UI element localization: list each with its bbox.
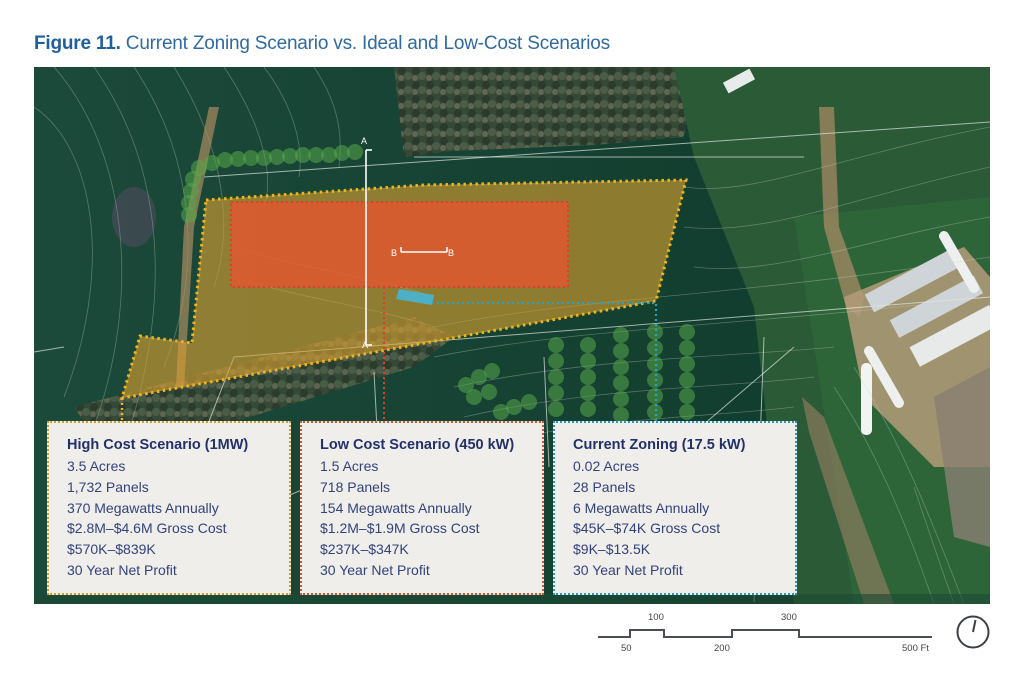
current-zoning-area (396, 289, 434, 305)
barns (722, 68, 990, 435)
section-b-right-label: B (448, 248, 455, 258)
scenario-title: High Cost Scenario (1MW) (67, 437, 249, 453)
scale-bar-line (598, 629, 932, 638)
scenario-title: Current Zoning (17.5 kW) (573, 437, 746, 453)
scenario-profit: $9K–$13.5K (573, 541, 651, 558)
figure-caption: Current Zoning Scenario vs. Ideal and Lo… (125, 33, 610, 54)
scenario-energy: 370 Megawatts Annually (67, 499, 219, 516)
scenario-energy: 154 Megawatts Annually (320, 499, 472, 516)
map-graphics (34, 67, 990, 604)
scenario-card-low-cost: Low Cost Scenario (450 kW) 1.5 Acres 718… (300, 421, 544, 595)
section-a-bottom-label: A (362, 340, 369, 350)
scale-label-200: 200 (714, 643, 730, 654)
north-arrow-icon (956, 615, 990, 649)
scenario-card-high-cost: High Cost Scenario (1MW) 3.5 Acres 1,732… (47, 421, 291, 595)
figure-label: Figure 11. (34, 33, 121, 54)
scenario-acres: 0.02 Acres (573, 458, 640, 474)
scenario-profit: $570K–$839K (67, 541, 156, 558)
scenario-profit-label: 30 Year Net Profit (67, 561, 177, 578)
section-b-left-label: B (391, 248, 398, 258)
scale-label-500: 500 Ft (902, 643, 929, 654)
scenario-gross-cost: $1.2M–$1.9M Gross Cost (320, 520, 480, 537)
section-a-top-label: A (361, 136, 368, 146)
figure-title: Figure 11. Current Zoning Scenario vs. I… (34, 33, 610, 55)
scenario-energy: 6 Megawatts Annually (573, 499, 710, 516)
scenario-card-current-zoning: Current Zoning (17.5 kW) 0.02 Acres 28 P… (553, 421, 797, 595)
scenario-title: Low Cost Scenario (450 kW) (320, 437, 515, 453)
scenario-panels: 1,732 Panels (67, 478, 149, 495)
scenario-profit-label: 30 Year Net Profit (573, 561, 683, 578)
section-b-line (400, 247, 448, 253)
aerial-map: A A B B High Cost Scenario (1MW) 3.5 Acr… (34, 67, 990, 604)
scenario-gross-cost: $45K–$74K Gross Cost (573, 520, 721, 537)
scenario-acres: 1.5 Acres (320, 458, 379, 474)
scale-label-50: 50 (621, 643, 632, 654)
section-a-line (365, 149, 372, 346)
low-cost-area (230, 201, 569, 288)
scenario-profit-label: 30 Year Net Profit (320, 561, 430, 578)
scenario-gross-cost: $2.8M–$4.6M Gross Cost (67, 520, 227, 537)
tree-circles (181, 144, 695, 423)
scenario-acres: 3.5 Acres (67, 458, 126, 474)
scenario-panels: 718 Panels (320, 478, 391, 495)
scenario-panels: 28 Panels (573, 478, 636, 495)
scenario-profit: $237K–$347K (320, 541, 409, 558)
scale-label-100: 100 (648, 612, 664, 623)
scale-label-300: 300 (781, 612, 797, 623)
woodland (394, 67, 694, 157)
scale-bar: 100 300 50 200 500 Ft (596, 612, 936, 662)
